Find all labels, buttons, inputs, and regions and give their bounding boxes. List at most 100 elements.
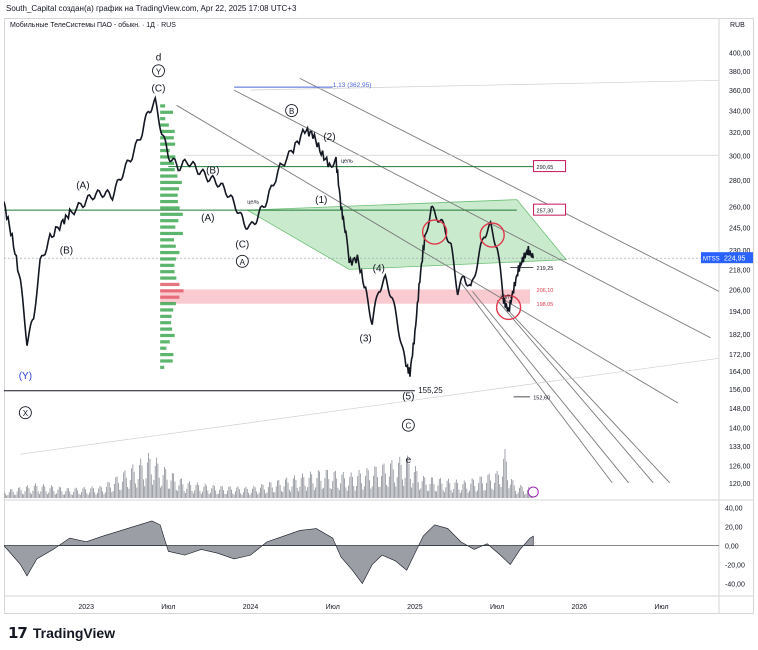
price-tick-label: 300,00 — [729, 153, 751, 160]
volume-profile-bar — [160, 346, 167, 350]
volume-profile-bar — [160, 340, 170, 344]
volume-profile-bar — [160, 282, 180, 287]
oscillator-tick-label: 40,00 — [725, 506, 743, 513]
volume-profile-bar — [160, 136, 174, 140]
price-level-label: 206,10 — [537, 288, 554, 294]
time-tick-label: 2023 — [78, 604, 94, 611]
chart-frame — [4, 18, 754, 614]
oscillator-tick-label: -40,00 — [725, 582, 745, 589]
volume-profile-bar — [160, 244, 176, 248]
price-level-box — [533, 203, 567, 216]
pitchfork-line — [299, 77, 720, 292]
wave-label: e — [406, 455, 412, 466]
pitchfork-line — [496, 299, 654, 484]
wave-label-circle — [235, 254, 249, 268]
fan-line — [250, 79, 720, 91]
wave-label-circle — [401, 418, 415, 432]
volume-profile-bar — [160, 225, 176, 229]
volume-profile-bar — [160, 353, 174, 357]
price-tick-label: 320,00 — [729, 130, 751, 137]
volume-profile-bar — [160, 308, 174, 312]
oscillator-area — [4, 520, 534, 585]
price-level-label: 290,65 — [537, 165, 554, 171]
time-tick-label: Июл — [326, 604, 340, 611]
price-level-label: 155,25 — [418, 386, 443, 395]
circle-marker — [479, 222, 505, 248]
symbol-title: Мобильные ТелеСистемы ПАО - обыкн. · 1Д … — [10, 22, 176, 29]
volume-profile-bar — [160, 206, 180, 210]
price-tick-label: 230,00 — [729, 248, 751, 255]
volume-profile-bar — [160, 295, 180, 299]
chart-attribution: South_Capital создан(а) график на Tradin… — [6, 4, 297, 13]
price-tick-label: 340,00 — [729, 109, 751, 116]
wave-label: X — [23, 409, 29, 418]
price-tick-label: 133,00 — [729, 444, 751, 451]
annotation-text: цель — [341, 158, 353, 164]
volume-profile-bar — [160, 123, 169, 127]
pitchfork-line — [472, 291, 629, 484]
price-level-box — [533, 160, 567, 173]
wave-label-circle — [18, 406, 32, 420]
wave-label: (5) — [402, 391, 414, 402]
price-tick-label: 400,00 — [729, 50, 751, 57]
price-tick-label: 245,00 — [729, 226, 751, 233]
last-price-tag — [721, 252, 753, 264]
price-tick-label: 120,00 — [729, 481, 751, 488]
annotation-text: HVN — [500, 294, 512, 300]
price-level-label: 198,05 — [537, 302, 554, 308]
volume-profile-bar — [160, 117, 166, 121]
volume-profile-bar — [160, 301, 176, 306]
price-tick-label: 280,00 — [729, 178, 751, 185]
wave-label: (B) — [60, 246, 73, 257]
volume-profile-bar — [160, 180, 182, 185]
time-tick-label: 2026 — [571, 604, 587, 611]
price-tick-label: 218,00 — [729, 267, 751, 274]
wave-label: (1) — [315, 195, 327, 206]
volume-profile-bar — [160, 359, 173, 363]
wave-label: (3) — [359, 333, 371, 344]
price-level-label: 152,60 — [533, 395, 550, 401]
wave-label-circle — [285, 104, 299, 117]
wave-label: (Y) — [19, 371, 32, 382]
price-tick-label: 172,00 — [729, 352, 751, 359]
price-tick-label: 260,00 — [729, 204, 751, 211]
price-tick-label: 148,00 — [729, 406, 751, 413]
wave-label: (A) — [76, 181, 89, 192]
tradingview-brand[interactable]: 17 TradingView — [8, 624, 115, 642]
last-price-label: 224,95 — [724, 256, 746, 263]
fan-line — [20, 357, 720, 455]
wave-label: A — [240, 258, 246, 267]
volume-profile-bar — [160, 276, 177, 280]
volume-profile-bar — [160, 187, 179, 191]
time-tick-label: 2025 — [407, 604, 423, 611]
wave-label-circle — [152, 64, 165, 78]
wave-label: (C) — [235, 240, 249, 251]
wave-label: d — [156, 52, 162, 63]
price-series — [4, 95, 535, 377]
pitchfork-line — [460, 282, 613, 484]
currency-label: RUB — [730, 22, 745, 29]
volume-profile-bar — [160, 257, 176, 261]
green-target-zone — [245, 199, 567, 270]
volume-profile-bar — [160, 199, 178, 204]
pitchfork-line — [176, 104, 679, 404]
volume-profile-bar — [160, 270, 175, 274]
wave-label: (B) — [206, 165, 219, 176]
volume-profile-bar — [160, 333, 175, 338]
volume-profile-bar — [160, 231, 183, 236]
volume-profile-bar — [160, 321, 172, 325]
volume-profile-bar — [160, 250, 180, 255]
price-tick-label: 182,00 — [729, 332, 751, 339]
lightning-icon — [527, 486, 539, 498]
volume-profile-bar — [160, 129, 175, 134]
price-tick-label: 360,00 — [729, 88, 751, 95]
volume-profile-bar — [160, 148, 170, 153]
volume-profile-bar — [160, 174, 178, 178]
annotation-text: 1,13 (362,95) — [333, 82, 372, 89]
pitchfork-line — [233, 89, 711, 339]
price-level-label: 257,30 — [537, 209, 554, 215]
volume-profile-bar — [160, 168, 175, 172]
price-chart[interactable]: 120,00 126,00 133,00 140,00 148,00 156,00 164,… — [4, 18, 754, 614]
volume-profile-bar — [160, 238, 174, 242]
wave-label: (4) — [373, 263, 385, 274]
